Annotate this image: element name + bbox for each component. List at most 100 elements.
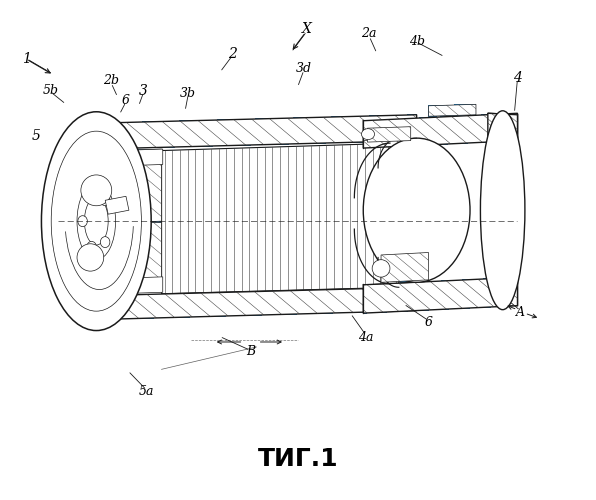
Polygon shape <box>97 115 417 149</box>
Polygon shape <box>363 278 517 313</box>
Polygon shape <box>117 149 162 222</box>
Polygon shape <box>429 104 476 116</box>
Polygon shape <box>429 104 476 116</box>
Polygon shape <box>117 221 162 292</box>
Polygon shape <box>363 114 517 148</box>
Polygon shape <box>97 115 417 149</box>
Polygon shape <box>117 149 162 222</box>
Polygon shape <box>488 114 517 278</box>
Polygon shape <box>367 126 411 142</box>
Polygon shape <box>97 288 417 320</box>
Polygon shape <box>363 114 517 148</box>
Polygon shape <box>363 278 517 313</box>
Polygon shape <box>381 252 429 282</box>
Polygon shape <box>367 126 411 142</box>
Polygon shape <box>363 114 517 148</box>
Polygon shape <box>488 114 517 278</box>
Polygon shape <box>429 104 476 116</box>
Polygon shape <box>488 114 517 278</box>
Polygon shape <box>117 149 162 222</box>
Polygon shape <box>97 288 417 320</box>
Polygon shape <box>381 252 429 282</box>
Polygon shape <box>363 114 517 148</box>
Polygon shape <box>97 115 417 149</box>
Polygon shape <box>117 149 162 222</box>
Polygon shape <box>488 114 517 278</box>
Polygon shape <box>381 252 429 282</box>
Polygon shape <box>429 104 476 116</box>
Polygon shape <box>488 114 517 278</box>
Polygon shape <box>381 252 429 282</box>
Polygon shape <box>488 114 517 278</box>
Polygon shape <box>117 149 162 222</box>
Polygon shape <box>117 221 162 292</box>
Polygon shape <box>381 252 429 282</box>
Ellipse shape <box>85 198 108 245</box>
Polygon shape <box>429 104 476 116</box>
Polygon shape <box>117 149 162 222</box>
Polygon shape <box>363 278 517 313</box>
Polygon shape <box>367 126 411 142</box>
Text: 3: 3 <box>139 84 148 98</box>
Polygon shape <box>381 252 429 282</box>
Polygon shape <box>488 114 517 278</box>
Polygon shape <box>381 252 429 282</box>
Polygon shape <box>367 126 411 142</box>
Polygon shape <box>429 104 476 116</box>
Polygon shape <box>97 288 417 320</box>
Polygon shape <box>117 221 162 292</box>
Polygon shape <box>381 252 429 282</box>
Polygon shape <box>117 149 162 222</box>
Polygon shape <box>367 126 411 142</box>
Polygon shape <box>367 126 411 142</box>
Polygon shape <box>117 221 162 292</box>
Polygon shape <box>381 252 429 282</box>
Polygon shape <box>381 252 429 282</box>
Polygon shape <box>367 126 411 142</box>
Polygon shape <box>117 221 162 292</box>
Polygon shape <box>429 104 476 116</box>
Polygon shape <box>363 114 517 148</box>
Polygon shape <box>117 149 162 222</box>
Polygon shape <box>381 252 429 282</box>
Polygon shape <box>381 252 429 282</box>
Polygon shape <box>117 221 162 292</box>
Polygon shape <box>367 126 411 142</box>
Text: 6: 6 <box>424 316 433 328</box>
Polygon shape <box>488 114 517 278</box>
Polygon shape <box>381 252 429 282</box>
Polygon shape <box>367 126 411 142</box>
Polygon shape <box>363 114 517 148</box>
Polygon shape <box>117 221 162 292</box>
Polygon shape <box>363 278 517 313</box>
Polygon shape <box>367 126 411 142</box>
Polygon shape <box>117 149 162 222</box>
Polygon shape <box>367 126 411 142</box>
Polygon shape <box>97 115 417 149</box>
Polygon shape <box>381 252 429 282</box>
Polygon shape <box>488 114 517 278</box>
Polygon shape <box>117 221 162 292</box>
Polygon shape <box>363 278 517 313</box>
Polygon shape <box>488 114 517 278</box>
Polygon shape <box>488 114 517 278</box>
Polygon shape <box>117 149 162 222</box>
Polygon shape <box>367 126 411 142</box>
Polygon shape <box>117 149 162 222</box>
Polygon shape <box>97 288 417 320</box>
Polygon shape <box>381 252 429 282</box>
Polygon shape <box>488 114 517 278</box>
Polygon shape <box>429 104 476 116</box>
Polygon shape <box>363 278 517 313</box>
Polygon shape <box>117 221 162 292</box>
Polygon shape <box>363 278 517 313</box>
Polygon shape <box>488 114 517 278</box>
Polygon shape <box>363 278 517 313</box>
Polygon shape <box>363 114 517 148</box>
Ellipse shape <box>87 242 97 252</box>
Polygon shape <box>488 114 517 278</box>
Polygon shape <box>117 149 162 222</box>
Polygon shape <box>363 114 517 148</box>
Polygon shape <box>429 104 476 116</box>
Polygon shape <box>381 252 429 282</box>
